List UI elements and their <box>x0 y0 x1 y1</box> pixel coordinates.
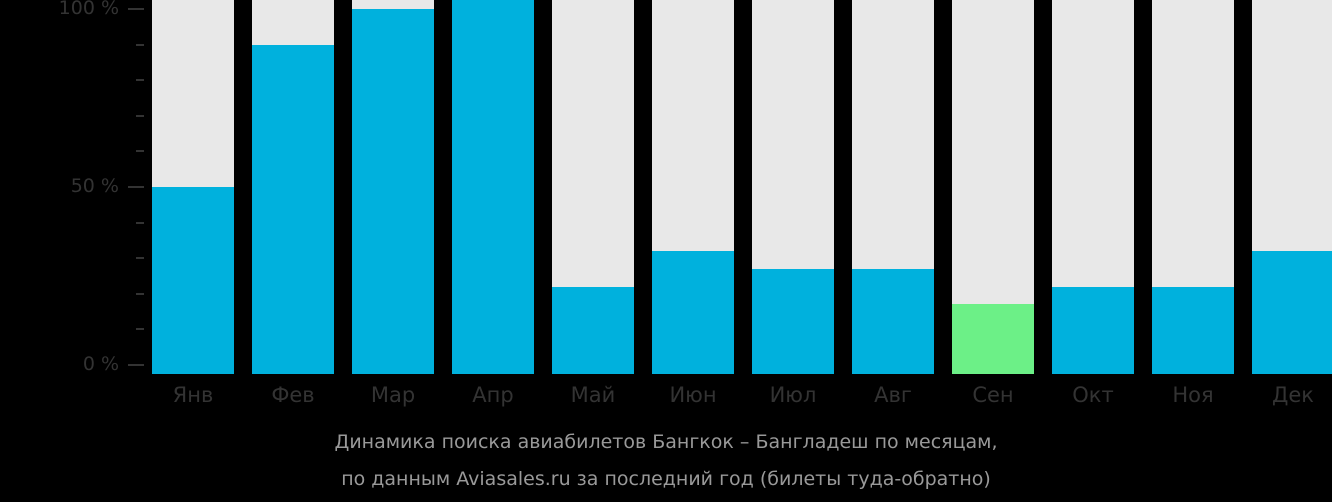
x-axis-label: Дек <box>1271 383 1314 407</box>
x-axis-label: Мар <box>370 383 416 407</box>
bar-track <box>452 0 534 374</box>
y-axis-tick <box>136 222 144 224</box>
bar-track <box>1252 0 1332 374</box>
bar-fill <box>152 187 234 374</box>
x-axis-label: Авг <box>874 383 912 407</box>
bar-fill <box>252 44 334 374</box>
bar-fill <box>452 0 534 374</box>
bar-track <box>752 0 834 374</box>
x-axis-label: Сен <box>972 383 1014 407</box>
x-axis-label: Фев <box>271 383 315 407</box>
bar-fill <box>852 268 934 374</box>
y-axis-tick <box>136 293 144 295</box>
bar-track <box>152 0 234 374</box>
y-axis-label: 100 % <box>58 0 119 19</box>
y-axis-label: 50 % <box>70 175 119 197</box>
bar-track <box>852 0 934 374</box>
x-axis-label: Апр <box>472 383 514 407</box>
x-axis-label: Янв <box>172 383 214 407</box>
bar-track <box>352 0 434 374</box>
bar-fill <box>552 286 634 374</box>
x-axis-label: Ноя <box>1172 383 1214 407</box>
y-axis-tick <box>136 328 144 330</box>
bar-track <box>652 0 734 374</box>
bar-fill <box>652 251 734 374</box>
bar-fill <box>752 268 834 374</box>
y-axis-tick <box>136 257 144 259</box>
x-axis-label: Июн <box>669 383 717 407</box>
y-axis-label: 0 % <box>82 353 119 375</box>
bar-track <box>552 0 634 374</box>
y-axis-tick <box>128 8 144 10</box>
chart-caption-line-2: по данным Aviasales.ru за последний год … <box>341 468 991 490</box>
y-axis-tick <box>136 44 144 46</box>
bar-track <box>252 0 334 374</box>
y-axis-tick <box>128 364 144 366</box>
bar-fill <box>1052 286 1134 374</box>
bar-fill <box>1252 251 1332 374</box>
y-axis-tick <box>128 186 144 188</box>
bar-fill <box>1152 286 1234 374</box>
y-axis-tick <box>136 115 144 117</box>
bar-fill <box>952 304 1034 374</box>
y-axis-tick <box>136 79 144 81</box>
bar-track <box>1052 0 1134 374</box>
y-axis-tick <box>136 150 144 152</box>
x-axis-label: Июл <box>769 383 817 407</box>
bar-track <box>952 0 1034 374</box>
x-axis-label: Окт <box>1072 383 1114 407</box>
bar-fill <box>352 9 434 374</box>
bar-track <box>1152 0 1234 374</box>
x-axis-label: Май <box>570 383 616 407</box>
chart-caption-line-1: Динамика поиска авиабилетов Бангкок – Ба… <box>334 431 998 453</box>
